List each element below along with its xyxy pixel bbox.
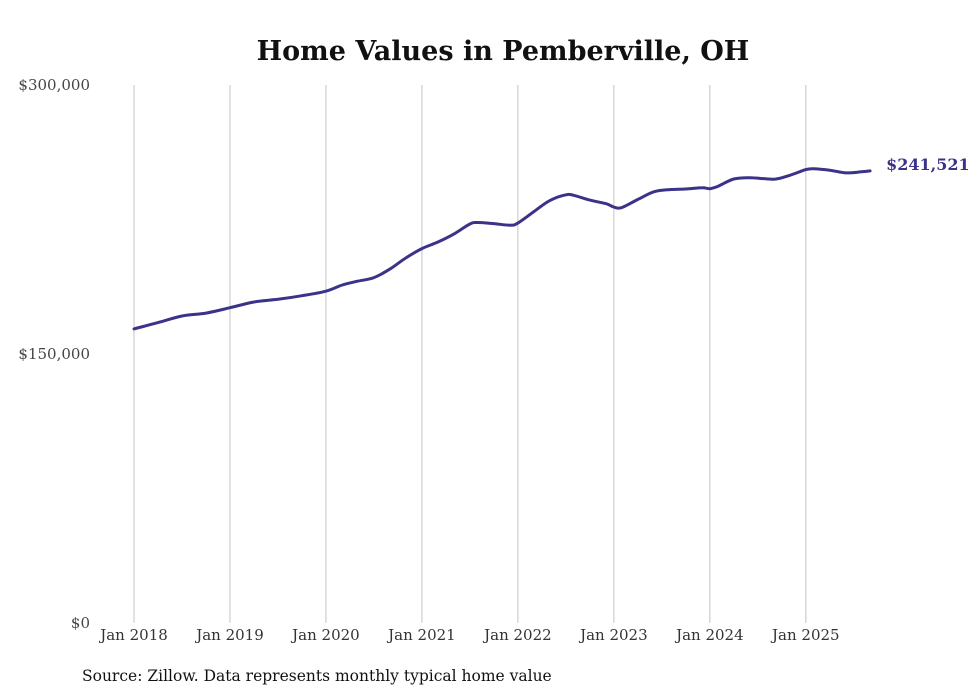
gridlines (133, 85, 807, 623)
x-tick-label: Jan 2022 (482, 626, 552, 644)
series-line-home-value (132, 167, 872, 331)
x-tick-label: Jan 2021 (386, 626, 456, 644)
y-tick-label: $300,000 (18, 76, 90, 94)
x-tick-label: Jan 2025 (770, 626, 840, 644)
y-tick-label: $0 (71, 614, 90, 632)
chart-title: Home Values in Pemberville, OH (257, 36, 750, 67)
source-note: Source: Zillow. Data represents monthly … (82, 667, 552, 685)
x-axis: Jan 2018 Jan 2019 Jan 2020 Jan 2021 Jan 2022… (98, 626, 839, 644)
y-axis: $0 $150,000 $300,000 (18, 76, 90, 632)
x-tick-label: Jan 2023 (578, 626, 648, 644)
end-value-label: $241,521 (886, 155, 970, 174)
x-tick-label: Jan 2020 (290, 626, 360, 644)
x-tick-label: Jan 2024 (674, 626, 744, 644)
x-tick-label: Jan 2018 (98, 626, 168, 644)
x-tick-label: Jan 2019 (194, 626, 264, 644)
y-tick-label: $150,000 (18, 345, 90, 363)
